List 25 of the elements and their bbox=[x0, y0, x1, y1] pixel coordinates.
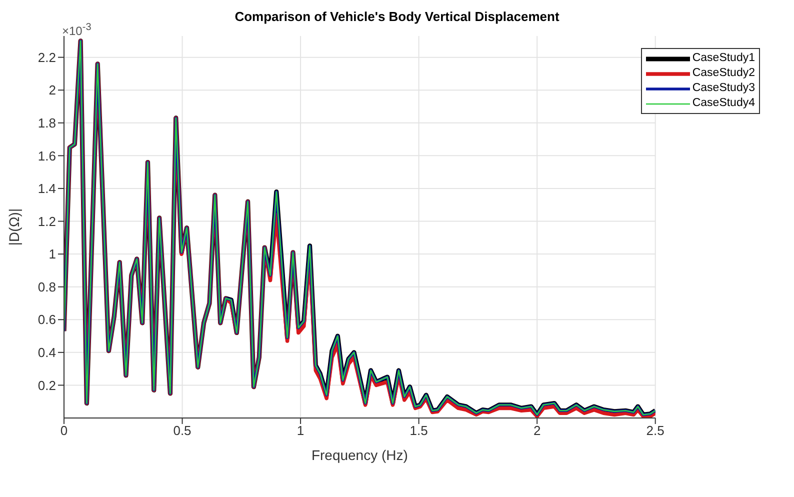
y-tick-label: 0.6 bbox=[38, 312, 56, 328]
y-tick-label: 2 bbox=[48, 82, 56, 98]
x-tick-label: 2.5 bbox=[646, 423, 664, 438]
y-tick-label: 1.6 bbox=[38, 148, 56, 164]
y-axis-title: |D(Ω)| bbox=[6, 208, 22, 246]
y-tick-label: 0.8 bbox=[38, 279, 56, 294]
x-tick-label: 2 bbox=[533, 423, 541, 438]
legend-label: CaseStudy1 bbox=[692, 51, 755, 66]
chart-title: Comparison of Vehicle's Body Vertical Displacement bbox=[234, 9, 560, 24]
y-tick-label: 0.2 bbox=[38, 378, 56, 393]
annotation: ×10$^{-3}$ bbox=[62, 22, 92, 38]
y-tick-label: 1.4 bbox=[38, 181, 56, 196]
x-axis-title: Frequency (Hz) bbox=[311, 447, 408, 463]
legend-label: CaseStudy3 bbox=[692, 81, 755, 96]
y-tick-label: 1.8 bbox=[38, 116, 56, 131]
x-tick-label: 1 bbox=[296, 423, 304, 438]
x-tick-label: 0.5 bbox=[173, 423, 192, 438]
legend-label: CaseStudy2 bbox=[692, 66, 755, 81]
y-tick-label: 1 bbox=[48, 246, 56, 262]
x-tick-label: 0 bbox=[60, 423, 68, 438]
y-tick-label: 2.2 bbox=[38, 50, 56, 65]
legend-label: CaseStudy4 bbox=[692, 96, 755, 111]
y-tick-label: 0.4 bbox=[38, 345, 56, 360]
y-tick-label: 1.2 bbox=[38, 214, 56, 229]
x-tick-label: 1.5 bbox=[410, 423, 428, 438]
